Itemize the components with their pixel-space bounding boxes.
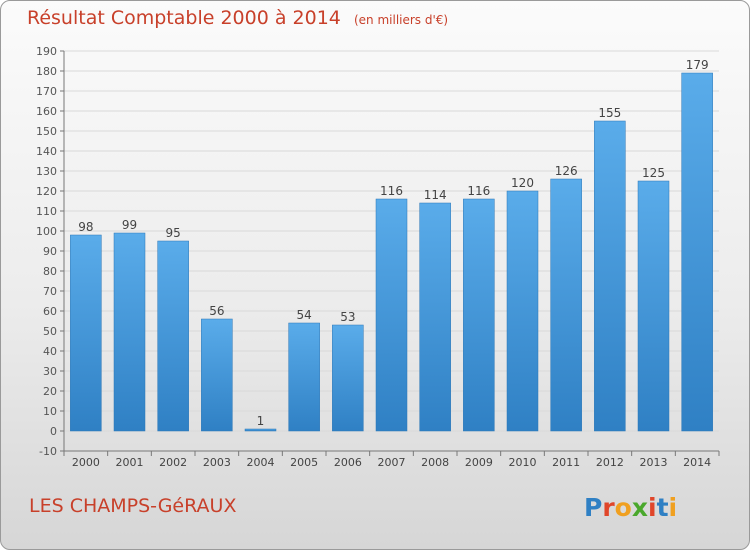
y-tick-label: 190 xyxy=(36,45,57,58)
y-tick-label: 120 xyxy=(36,185,57,198)
data-label: 125 xyxy=(642,166,665,180)
y-tick-label: 110 xyxy=(36,205,57,218)
y-tick-label: 140 xyxy=(36,145,57,158)
data-label: 116 xyxy=(467,184,490,198)
y-tick-label: 90 xyxy=(43,245,57,258)
data-label: 120 xyxy=(511,176,534,190)
x-tick-label: 2013 xyxy=(640,456,668,469)
bar xyxy=(637,180,670,432)
bar xyxy=(332,324,364,432)
y-tick-label: 130 xyxy=(36,165,57,178)
data-label: 126 xyxy=(555,164,578,178)
x-tick-label: 2011 xyxy=(552,456,580,469)
x-tick-label: 2012 xyxy=(596,456,624,469)
chart-title-main: Résultat Comptable 2000 à 2014 xyxy=(27,7,341,29)
bar xyxy=(113,232,146,432)
y-tick-label: 20 xyxy=(43,385,57,398)
x-tick-label: 2010 xyxy=(509,456,537,469)
y-tick-label: 0 xyxy=(50,425,57,438)
data-label: 114 xyxy=(424,188,447,202)
y-tick-label: 180 xyxy=(36,65,57,78)
location-name: LES CHAMPS-GéRAUX xyxy=(29,495,237,517)
data-label: 99 xyxy=(122,218,137,232)
bar xyxy=(157,240,189,432)
y-tick-label: 50 xyxy=(43,325,57,338)
data-label: 95 xyxy=(166,226,181,240)
bar xyxy=(550,178,582,432)
bar xyxy=(506,190,539,432)
x-tick-label: 2007 xyxy=(378,456,406,469)
bar xyxy=(244,428,277,432)
x-tick-label: 2002 xyxy=(159,456,187,469)
y-tick-label: 30 xyxy=(43,365,57,378)
data-label: 53 xyxy=(340,310,355,324)
x-tick-label: 2004 xyxy=(247,456,275,469)
data-label: 98 xyxy=(78,220,93,234)
bar xyxy=(201,318,233,432)
x-tick-label: 2003 xyxy=(203,456,231,469)
y-tick-label: 100 xyxy=(36,225,57,238)
bar xyxy=(375,198,408,432)
y-tick-label: 10 xyxy=(43,405,57,418)
x-tick-label: 2001 xyxy=(116,456,144,469)
bar xyxy=(681,72,713,432)
bar xyxy=(419,202,451,432)
chart-title-unit: (en milliers d'€) xyxy=(353,13,449,27)
x-tick-label: 2006 xyxy=(334,456,362,469)
proxiti-logo-text: Proxiti xyxy=(584,493,677,522)
data-label: 179 xyxy=(686,58,709,72)
y-tick-label: -10 xyxy=(39,445,57,458)
data-label: 1 xyxy=(257,414,265,428)
y-tick-label: 160 xyxy=(36,105,57,118)
bar xyxy=(288,322,320,432)
y-tick-label: 40 xyxy=(43,345,57,358)
data-label: 56 xyxy=(209,304,224,318)
x-tick-label: 2014 xyxy=(683,456,711,469)
bar xyxy=(594,120,626,432)
bar xyxy=(463,198,495,432)
data-label: 116 xyxy=(380,184,403,198)
chart-title: Résultat Comptable 2000 à 2014 (en milli… xyxy=(27,7,448,29)
x-tick-label: 2005 xyxy=(290,456,318,469)
y-tick-label: 150 xyxy=(36,125,57,138)
y-tick-label: 170 xyxy=(36,85,57,98)
y-tick-label: 80 xyxy=(43,265,57,278)
x-tick-label: 2000 xyxy=(72,456,100,469)
proxiti-logo: Proxiti xyxy=(584,493,677,522)
data-label: 54 xyxy=(297,308,312,322)
y-tick-label: 70 xyxy=(43,285,57,298)
data-label: 155 xyxy=(598,106,621,120)
bar xyxy=(70,234,102,432)
x-tick-label: 2008 xyxy=(421,456,449,469)
x-tick-label: 2009 xyxy=(465,456,493,469)
y-tick-label: 60 xyxy=(43,305,57,318)
